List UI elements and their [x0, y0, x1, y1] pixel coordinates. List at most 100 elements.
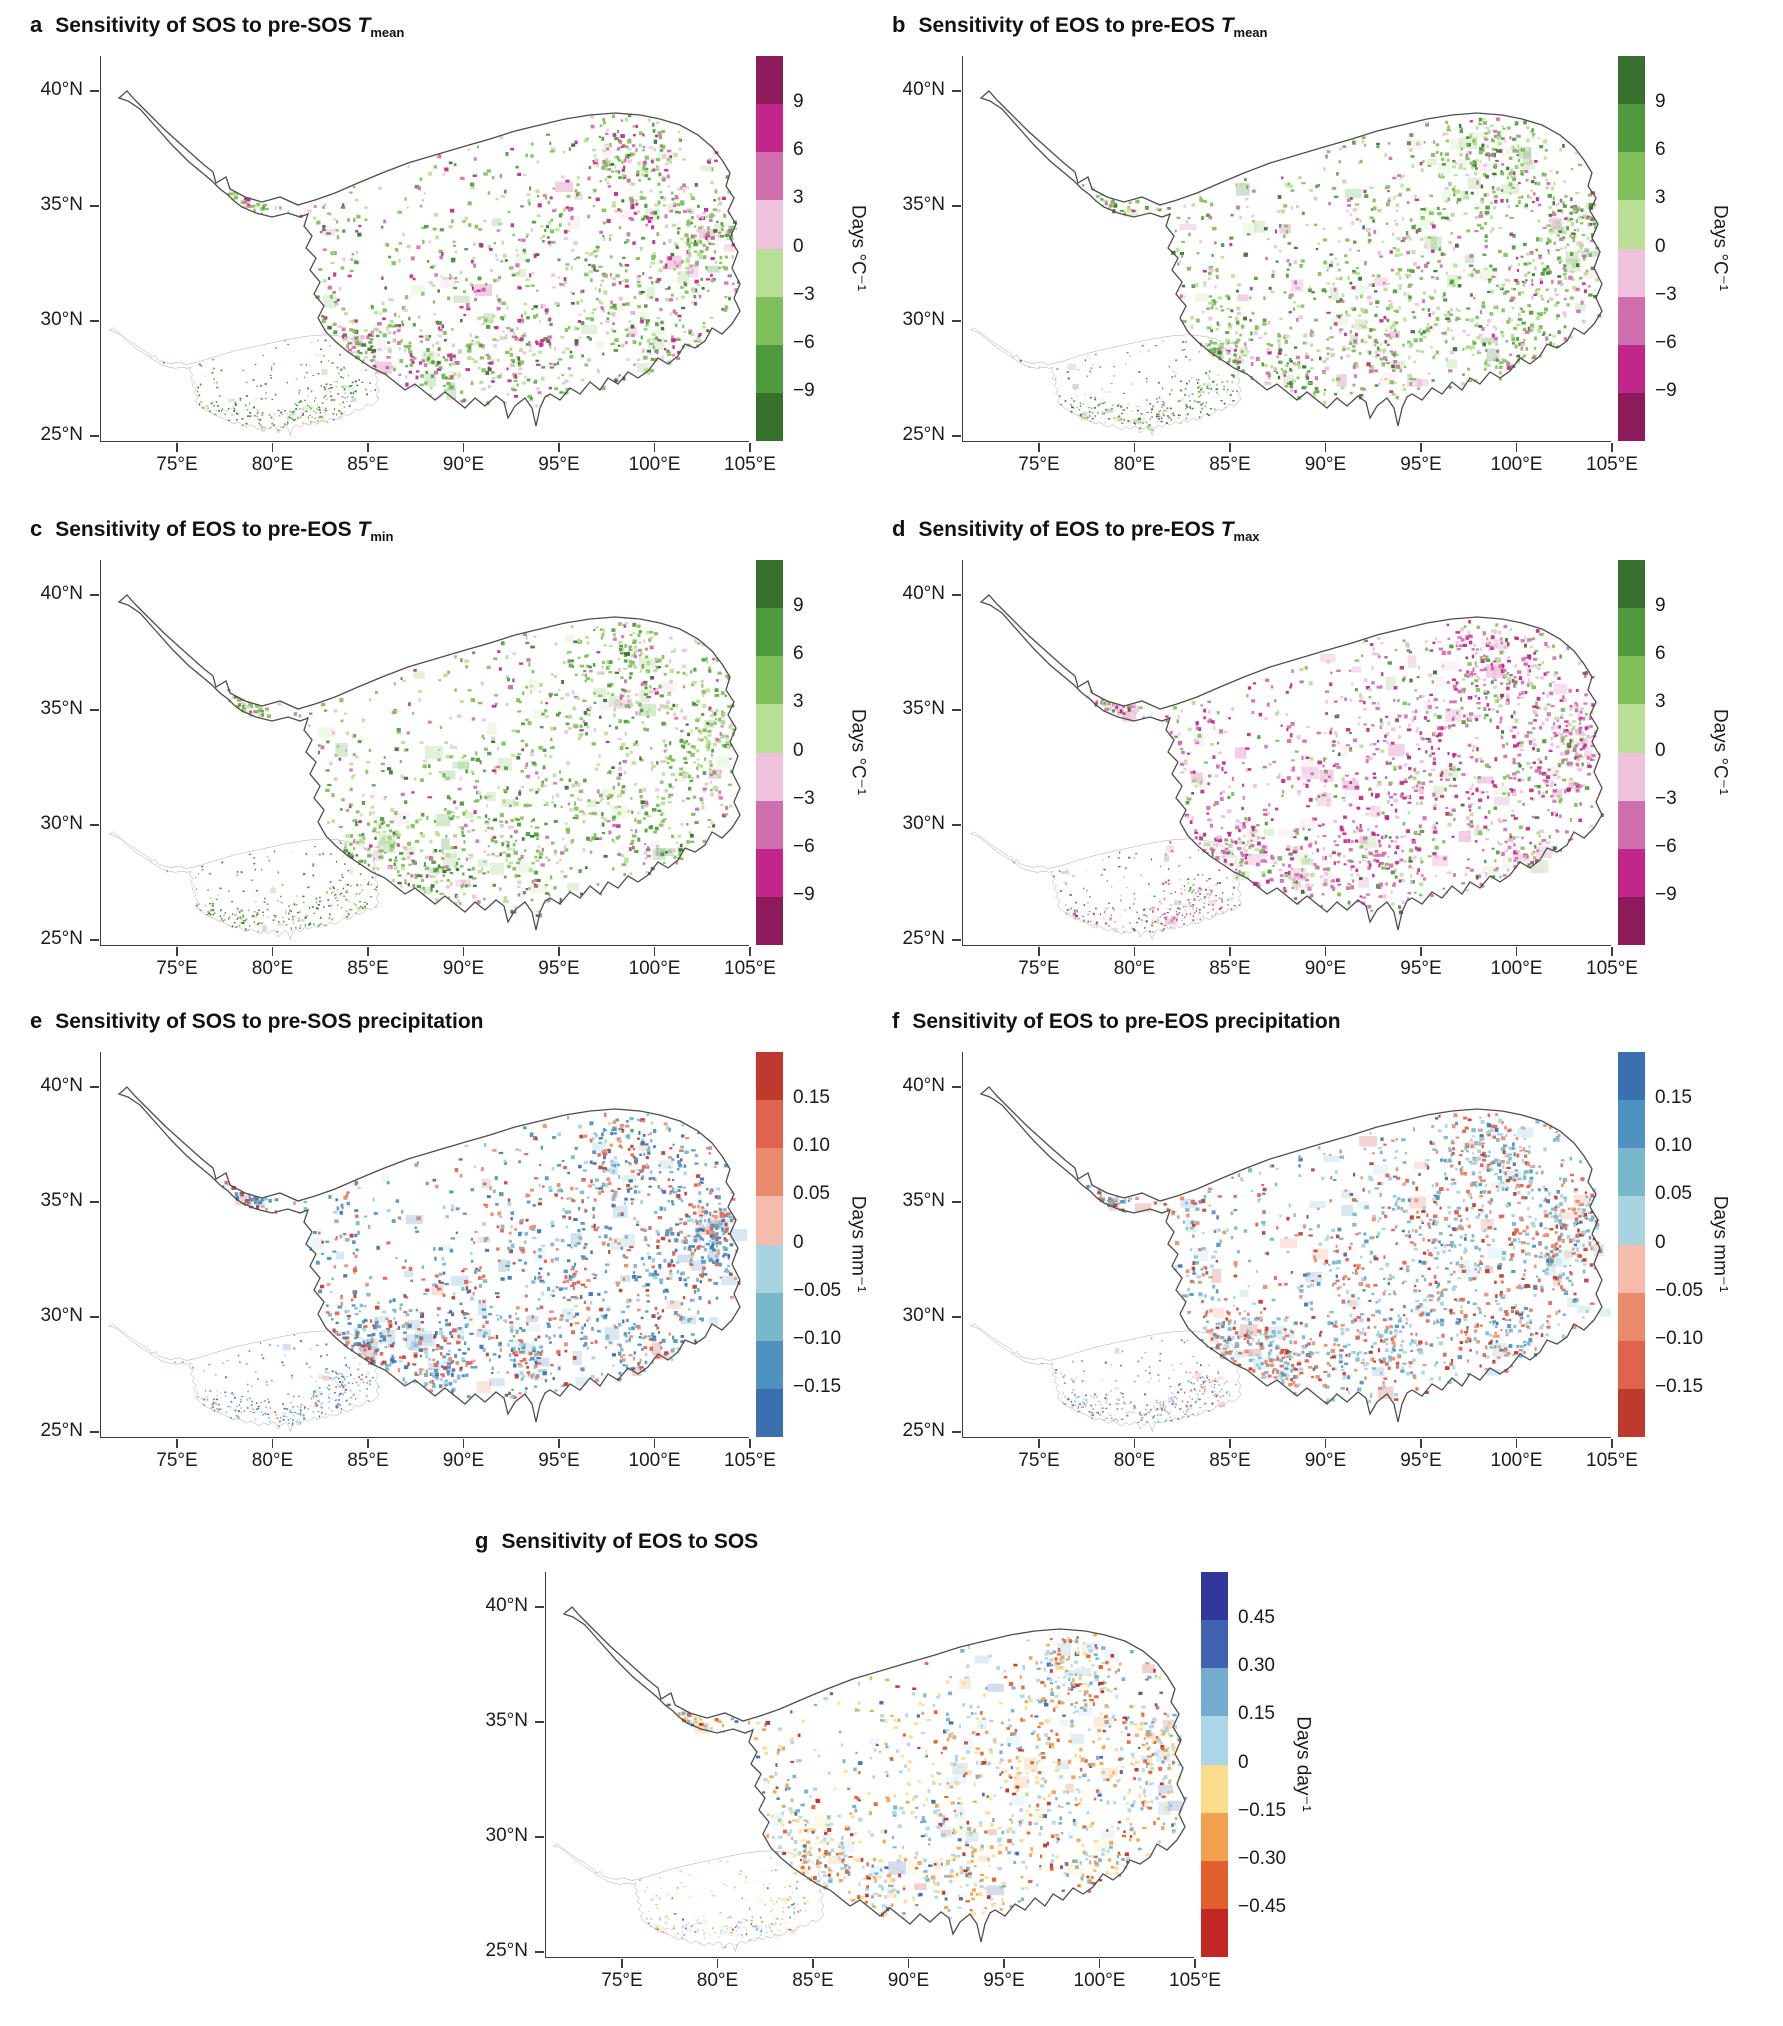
y-tick — [952, 824, 961, 826]
colorbar-tick-label: 0.15 — [1238, 1703, 1275, 1725]
y-tick-label: 30°N — [40, 309, 83, 330]
colorbar-tick-label: 3 — [1655, 691, 1666, 713]
colorbar-tick-label: 0 — [793, 235, 804, 257]
y-tick — [952, 1316, 961, 1318]
x-tick-label: 90°E — [1304, 958, 1347, 979]
colorbar-segment — [1201, 1620, 1228, 1669]
colorbar-segment — [1618, 344, 1645, 393]
x-tick-label: 105°E — [1586, 958, 1638, 979]
colorbar-segment — [1618, 152, 1645, 201]
colorbar-tick-label: 0.15 — [1655, 1087, 1692, 1109]
colorbar-segment — [1618, 392, 1645, 441]
panel-title: b Sensitivity of EOS to pre-EOS Tmean — [892, 12, 1267, 40]
panel-title-subscript: min — [370, 529, 394, 544]
colorbar-segment — [756, 848, 783, 897]
x-tick-label: 90°E — [1304, 454, 1347, 475]
map-speckles — [227, 114, 740, 408]
colorbar-tick-label: 0 — [793, 739, 804, 761]
y-tick — [952, 320, 961, 322]
panel-title: f Sensitivity of EOS to pre-EOS precipita… — [892, 1008, 1341, 1036]
x-tick — [271, 443, 274, 452]
x-tick — [1515, 443, 1518, 452]
x-tick — [558, 947, 560, 956]
colorbar-segment — [756, 1052, 783, 1101]
colorbar — [1618, 1052, 1645, 1437]
y-tick-label: 35°N — [902, 698, 945, 719]
x-tick-label: 80°E — [251, 1450, 294, 1471]
x-tick-label: 100°E — [1490, 1450, 1543, 1471]
panel-title: c Sensitivity of EOS to pre-EOS Tmin — [30, 516, 393, 544]
colorbar-tick-label: −0.45 — [1238, 1895, 1287, 1917]
x-tick — [1324, 1439, 1327, 1448]
x-tick-label: 75°E — [156, 1450, 198, 1471]
x-tick-label: 105°E — [724, 958, 776, 979]
x-tick-label: 105°E — [1586, 1450, 1638, 1471]
colorbar-segment — [1618, 704, 1645, 753]
x-tick-label: 95°E — [1400, 958, 1442, 979]
colorbar-tick-label: 0.05 — [1655, 1183, 1692, 1205]
x-tick — [653, 443, 656, 452]
y-tick — [535, 1951, 544, 1953]
colorbar-tick-label: 0 — [1238, 1751, 1249, 1773]
panel-letter: d — [892, 516, 906, 541]
colorbar-tick-label: −3 — [1655, 787, 1677, 809]
x-tick-label: 80°E — [251, 454, 294, 475]
colorbar-segment — [756, 656, 783, 705]
x-tick — [1515, 947, 1518, 956]
x-tick — [1003, 1959, 1005, 1968]
y-tick-label: 35°N — [485, 1710, 528, 1731]
map-svg — [108, 1086, 748, 1432]
x-tick-label: 105°E — [724, 454, 776, 475]
colorbar-segment — [756, 1292, 783, 1341]
x-tick-label: 105°E — [1586, 454, 1638, 475]
x-tick-label: 80°E — [1113, 958, 1156, 979]
y-tick — [90, 205, 99, 207]
colorbar-tick-label: 0.45 — [1238, 1607, 1275, 1629]
x-tick — [621, 1959, 623, 1968]
map-plot: 40°N 35°N 30°N 25°N 75°E 80°E 85°E 90°E 95°E 100°… — [41, 560, 776, 979]
colorbar — [756, 560, 783, 945]
colorbar-segment — [1618, 848, 1645, 897]
x-tick — [558, 1439, 560, 1448]
colorbar-segment — [756, 704, 783, 753]
map-plot: 40°N 35°N 30°N 25°N 75°E 80°E 85°E 90°E 95°E 100°… — [41, 56, 776, 475]
x-tick — [1133, 443, 1136, 452]
x-tick-label: 75°E — [1018, 1450, 1060, 1471]
y-tick-label: 35°N — [902, 1190, 945, 1211]
x-tick — [176, 443, 178, 452]
x-tick-label: 105°E — [1169, 1970, 1221, 1991]
x-tick-label: 90°E — [887, 1970, 930, 1991]
colorbar-segment — [1201, 1764, 1228, 1813]
panel-title-subscript: mean — [1233, 25, 1268, 40]
x-tick — [558, 443, 560, 452]
colorbar-segment — [756, 104, 783, 153]
panel-title-text: Sensitivity of SOS to pre-SOS — [55, 14, 358, 37]
colorbar-tick-label: 0 — [1655, 235, 1666, 257]
x-tick — [1515, 1439, 1518, 1448]
x-tick — [1420, 443, 1422, 452]
inset-speckles — [1019, 340, 1238, 431]
x-tick-label: 80°E — [251, 958, 294, 979]
y-tick — [90, 435, 99, 437]
panel-title-variable: T — [357, 518, 371, 541]
x-tick — [1611, 947, 1613, 956]
colorbar-tick-label: 0.10 — [793, 1135, 830, 1157]
map-plot: 40°N 35°N 30°N 25°N 75°E 80°E 85°E 90°E 95°E 100°… — [486, 1572, 1221, 1991]
colorbar-segment — [756, 560, 783, 609]
colorbar-tick-label: 9 — [793, 595, 804, 617]
colorbar-tick-label: 3 — [793, 187, 804, 209]
y-tick — [90, 939, 99, 941]
y-tick — [952, 1201, 961, 1203]
inset-speckles — [1041, 1335, 1237, 1424]
x-tick-label: 90°E — [442, 958, 485, 979]
colorbar-segment — [1201, 1860, 1228, 1909]
map-plot: 40°N 35°N 30°N 25°N 75°E 80°E 85°E 90°E 95°E 100°… — [41, 1052, 776, 1471]
colorbar — [756, 56, 783, 441]
y-tick — [952, 709, 961, 711]
x-tick-label: 85°E — [347, 958, 389, 979]
y-tick — [952, 90, 961, 92]
colorbar-tick-label: −0.05 — [1655, 1279, 1704, 1301]
panel-title-variable: T — [1220, 518, 1234, 541]
panel-title-text: Sensitivity of EOS to pre-EOS — [918, 14, 1221, 37]
